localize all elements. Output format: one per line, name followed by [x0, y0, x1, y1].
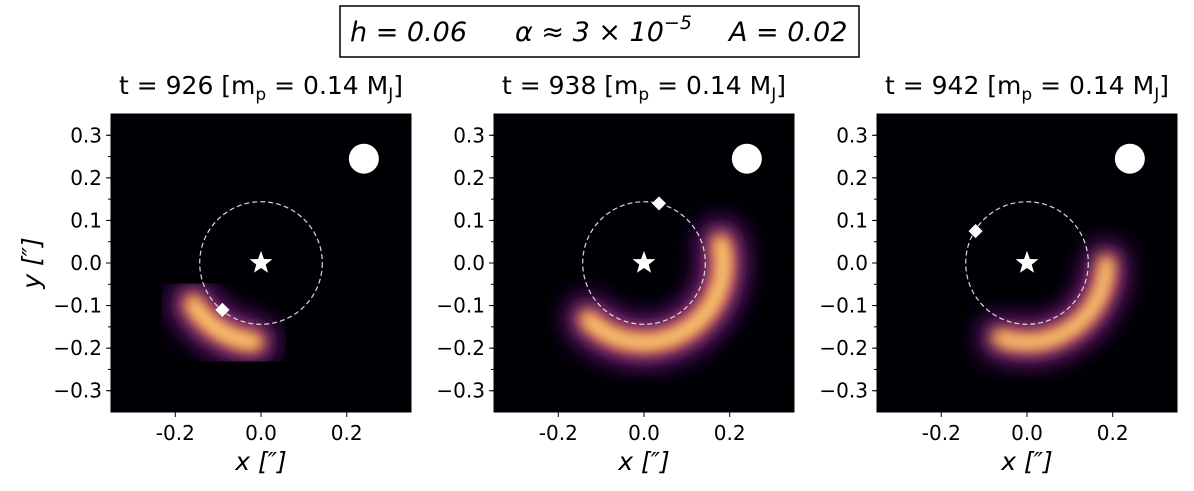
- y-tick-label: −0.3: [436, 379, 485, 403]
- y-tick-label: 0.0: [453, 251, 485, 275]
- banner-box: [339, 5, 860, 58]
- emission-core: [188, 299, 259, 347]
- emission-core: [996, 259, 1111, 347]
- banner-A: A = 0.02: [727, 17, 847, 48]
- y-tick-label: 0.3: [453, 123, 485, 147]
- y-tick-label: −0.3: [53, 379, 102, 403]
- y-tick-label: −0.3: [819, 379, 868, 403]
- y-tick-label: −0.2: [819, 336, 868, 360]
- x-tick-label: -0.2: [156, 421, 195, 445]
- panel-1: 0.3 0.2 0.1 0.0 −0.1 −0.2 −0.3 -0.2 0.0 0.2 x [″] y…: [17, 71, 412, 476]
- banner-h: h = 0.06: [350, 17, 467, 48]
- emission-map: [978, 241, 1128, 364]
- planet-orbit: [582, 201, 706, 325]
- y-tick-label: −0.2: [436, 336, 485, 360]
- x-axis-label: x [″]: [617, 447, 670, 476]
- x-tick-label: 0.0: [628, 421, 660, 445]
- y-tick-label: −0.1: [819, 294, 868, 318]
- emission-core: [583, 238, 728, 347]
- x-tick-label: 0.0: [245, 421, 277, 445]
- planet-marker-icon: [215, 302, 230, 317]
- x-axis-label: x [″]: [234, 447, 287, 476]
- banner-alpha: α ≈ 3 × 10−5: [515, 12, 692, 48]
- y-tick-label: −0.1: [53, 294, 102, 318]
- panel-title: t = 942 [mp = 0.14 MJ]: [885, 71, 1169, 105]
- y-tick-label: 0.0: [70, 251, 102, 275]
- panels: 0.3 0.2 0.1 0.0 −0.1 −0.2 −0.3 -0.2 0.0 0.2 x [″] y…: [17, 71, 1178, 476]
- y-tick-label: 0.1: [70, 208, 102, 232]
- beam-circle: [731, 143, 762, 174]
- x-axis-label: x [″]: [1000, 447, 1053, 476]
- y-tick-label: −0.1: [436, 294, 485, 318]
- x-tick-label: 0.2: [1097, 421, 1129, 445]
- y-tick-label: 0.2: [453, 166, 485, 190]
- panel-2: 0.3 0.2 0.1 0.0 −0.1 −0.2 −0.3 -0.2 0.0 0.2 x [″] t…: [436, 71, 795, 476]
- planet-marker-icon: [651, 196, 667, 211]
- y-axis-label: y [″]: [17, 237, 46, 290]
- y-tick-label: 0.1: [453, 208, 485, 232]
- x-tick-label: -0.2: [539, 421, 578, 445]
- y-tick-label: 0.2: [836, 166, 868, 190]
- y-tick-label: 0.1: [836, 208, 868, 232]
- star-icon: [249, 251, 273, 273]
- x-tick-label: 0.2: [714, 421, 746, 445]
- star-icon: [632, 251, 656, 273]
- planet-orbit: [199, 201, 323, 325]
- y-tick-label: 0.2: [70, 166, 102, 190]
- x-tick-label: -0.2: [922, 421, 961, 445]
- emission-map: [169, 279, 279, 366]
- y-tick-label: 0.3: [836, 123, 868, 147]
- beam-circle: [1114, 143, 1145, 174]
- panel-3: 0.3 0.2 0.1 0.0 −0.1 −0.2 −0.3 -0.2 0.0 0.2 x [″] t…: [819, 71, 1178, 476]
- star-icon: [1015, 251, 1039, 273]
- y-tick-label: 0.3: [70, 123, 102, 147]
- panel-title: t = 926 [mp = 0.14 MJ]: [119, 71, 403, 105]
- y-tick-label: 0.0: [836, 251, 868, 275]
- beam-circle: [348, 143, 379, 174]
- x-tick-label: 0.0: [1011, 421, 1043, 445]
- emission-map: [564, 218, 747, 366]
- y-tick-label: −0.2: [53, 336, 102, 360]
- planet-marker-icon: [968, 224, 983, 239]
- panel-title: t = 938 [mp = 0.14 MJ]: [502, 71, 786, 105]
- x-tick-label: 0.2: [331, 421, 363, 445]
- planet-orbit: [965, 201, 1089, 325]
- parameter-banner: h = 0.06 α ≈ 3 × 10−5 A = 0.02: [339, 5, 860, 58]
